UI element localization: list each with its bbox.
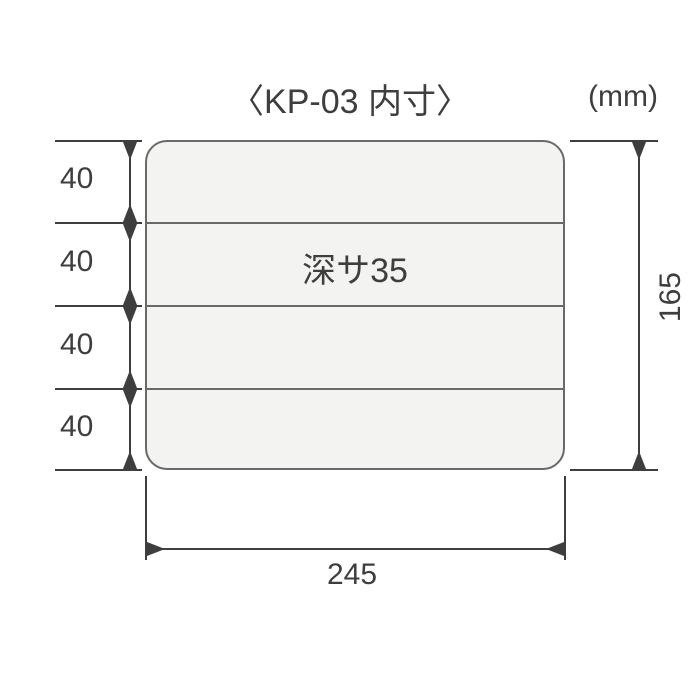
arrow-icon bbox=[632, 451, 646, 469]
ext-line bbox=[570, 469, 658, 471]
arrow-icon bbox=[123, 287, 137, 305]
dim-label-bottom: 245 bbox=[327, 558, 377, 592]
dim-label-left-2: 40 bbox=[60, 245, 93, 279]
dim-label-left-1: 40 bbox=[60, 162, 93, 196]
dim-label-left-4: 40 bbox=[60, 410, 93, 444]
unit-label: (mm) bbox=[588, 80, 658, 114]
arrow-icon bbox=[632, 142, 646, 160]
dim-line bbox=[129, 140, 131, 470]
divider-3 bbox=[147, 388, 563, 390]
arrow-icon bbox=[123, 224, 137, 242]
arrow-icon bbox=[123, 142, 137, 160]
divider-2 bbox=[147, 305, 563, 307]
dim-line bbox=[638, 140, 640, 470]
arrow-icon bbox=[123, 307, 137, 325]
diagram-container: 〈KP-03 内寸〉 (mm) 深サ35 40 40 40 40 165 245 bbox=[0, 0, 700, 700]
arrow-icon bbox=[123, 370, 137, 388]
divider-1 bbox=[147, 222, 563, 224]
arrow-icon bbox=[123, 390, 137, 408]
dim-line bbox=[145, 548, 565, 550]
arrow-icon bbox=[147, 542, 165, 556]
depth-label: 深サ35 bbox=[145, 243, 565, 292]
dim-label-left-3: 40 bbox=[60, 328, 93, 362]
dim-label-right: 165 bbox=[654, 272, 688, 322]
arrow-icon bbox=[546, 542, 564, 556]
arrow-icon bbox=[123, 451, 137, 469]
arrow-icon bbox=[123, 204, 137, 222]
